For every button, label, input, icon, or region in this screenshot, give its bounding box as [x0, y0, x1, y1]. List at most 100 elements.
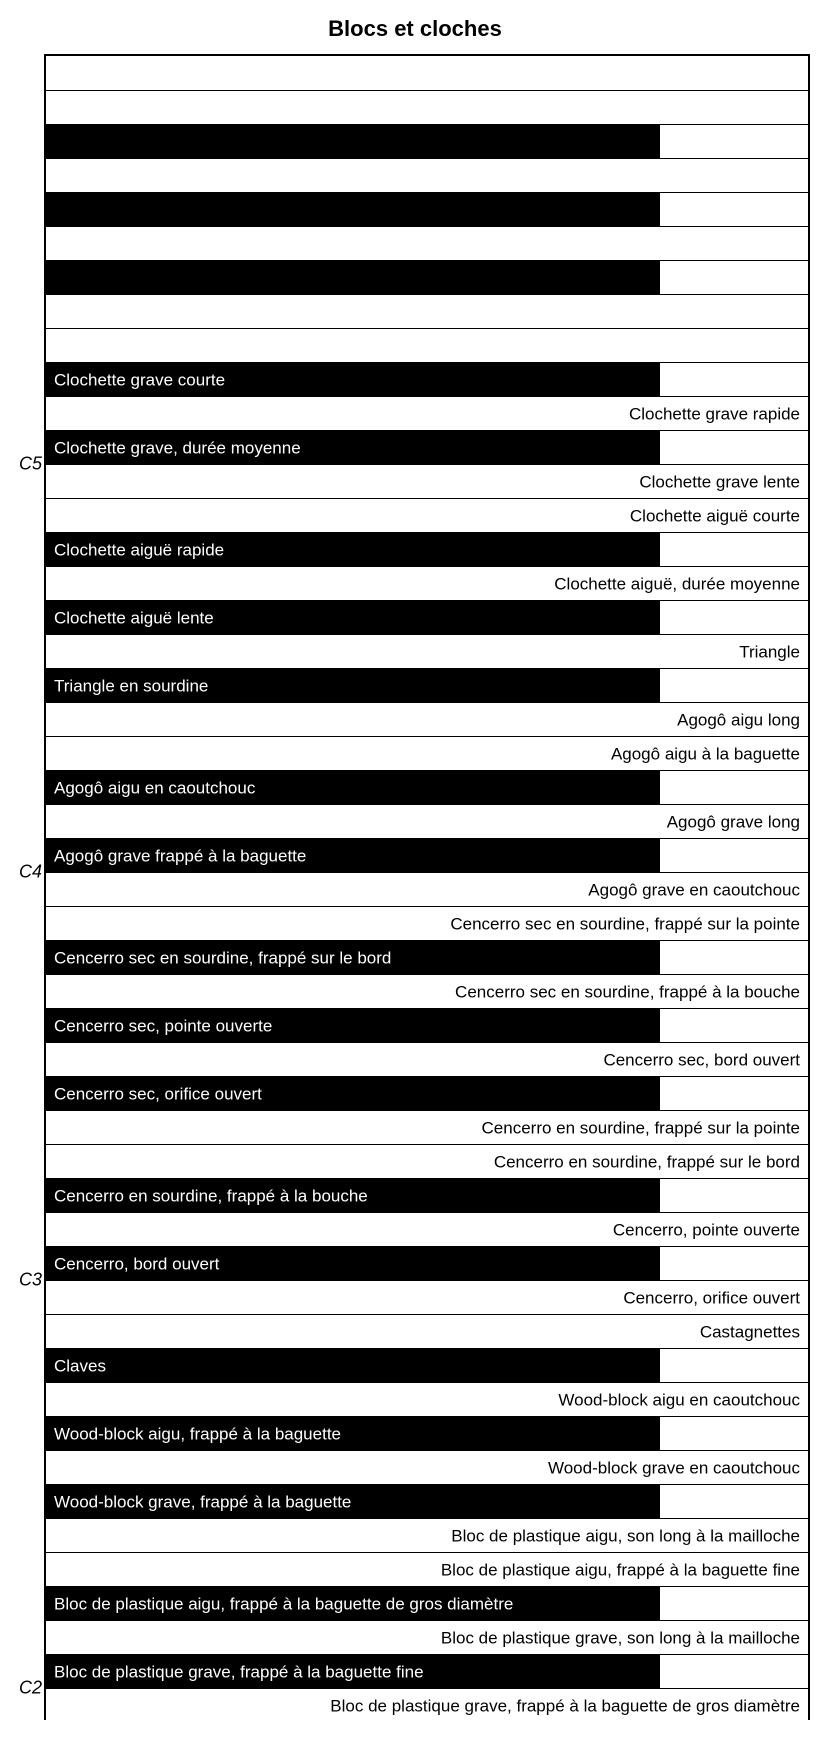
key-label: Agogô grave en caoutchouc [588, 881, 800, 898]
key-row [46, 158, 808, 192]
key-label: Clochette aiguë, durée moyenne [554, 575, 800, 592]
black-key [46, 125, 659, 158]
key-label: Bloc de plastique grave, son long à la m… [441, 1629, 800, 1646]
black-key [46, 193, 659, 226]
key-row: Claves [46, 1348, 808, 1382]
key-row: Clochette aiguë courte [46, 498, 808, 532]
key-row: Cencerro en sourdine, frappé sur le bord [46, 1144, 808, 1178]
white-key [46, 227, 808, 260]
key-label: Clochette grave, durée moyenne [54, 439, 301, 456]
key-row: Triangle en sourdine [46, 668, 808, 702]
key-label: Cencerro, bord ouvert [54, 1255, 219, 1272]
key-row [46, 90, 808, 124]
key-remainder [659, 771, 808, 804]
key-label: Wood-block grave, frappé à la baguette [54, 1493, 351, 1510]
key-row: Cencerro sec, orifice ouvert [46, 1076, 808, 1110]
chart-title: Blocs et cloches [0, 16, 830, 42]
key-label: Cencerro, orifice ouvert [623, 1289, 800, 1306]
key-remainder [659, 1417, 808, 1450]
key-label: Clochette aiguë courte [630, 507, 800, 524]
key-label: Cencerro en sourdine, frappé sur le bord [494, 1153, 800, 1170]
key-label: Cencerro sec, pointe ouverte [54, 1017, 272, 1034]
key-row: Bloc de plastique aigu, son long à la ma… [46, 1518, 808, 1552]
key-label: Clochette aiguë lente [54, 609, 214, 626]
key-row [46, 56, 808, 90]
key-label: Triangle en sourdine [54, 677, 208, 694]
key-remainder [659, 941, 808, 974]
key-label: Clochette grave lente [639, 473, 800, 490]
white-key [46, 295, 808, 328]
key-row: Wood-block aigu en caoutchouc [46, 1382, 808, 1416]
key-row [46, 226, 808, 260]
key-label: Cencerro sec en sourdine, frappé sur le … [54, 949, 391, 966]
key-remainder [659, 1247, 808, 1280]
key-row: Bloc de plastique grave, frappé à la bag… [46, 1688, 808, 1722]
key-remainder [659, 1485, 808, 1518]
key-label: Claves [54, 1357, 106, 1374]
key-row: Cencerro en sourdine, frappé à la bouche [46, 1178, 808, 1212]
key-row: Bloc de plastique grave, son long à la m… [46, 1620, 808, 1654]
key-row: Cencerro, pointe ouverte [46, 1212, 808, 1246]
key-label: Cencerro, pointe ouverte [613, 1221, 800, 1238]
key-remainder [659, 125, 808, 158]
key-row: Agogô grave frappé à la baguette [46, 838, 808, 872]
key-row: Castagnettes [46, 1314, 808, 1348]
key-label: Bloc de plastique aigu, frappé à la bagu… [54, 1595, 513, 1612]
key-remainder [659, 1179, 808, 1212]
key-row: Clochette aiguë lente [46, 600, 808, 634]
key-remainder [659, 839, 808, 872]
key-row: Cencerro sec en sourdine, frappé sur le … [46, 940, 808, 974]
white-key [46, 91, 808, 124]
key-row: Bloc de plastique grave, frappé à la bag… [46, 1654, 808, 1688]
chart-wrap: Clochette grave courte Clochette grave ra… [44, 54, 810, 1720]
white-key [46, 635, 808, 668]
key-row: Cencerro sec, bord ouvert [46, 1042, 808, 1076]
key-remainder [659, 1587, 808, 1620]
key-label: Bloc de plastique aigu, son long à la ma… [451, 1527, 800, 1544]
key-row: Clochette grave rapide [46, 396, 808, 430]
y-axis-label: C2 [2, 1678, 42, 1699]
key-remainder [659, 669, 808, 702]
key-row: Agogô grave long [46, 804, 808, 838]
key-label: Bloc de plastique grave, frappé à la bag… [54, 1663, 424, 1680]
key-remainder [659, 363, 808, 396]
key-row: Clochette grave lente [46, 464, 808, 498]
y-axis-label: C4 [2, 862, 42, 883]
key-row [46, 294, 808, 328]
key-row: Agogô aigu à la baguette [46, 736, 808, 770]
key-remainder [659, 1349, 808, 1382]
key-label: Cencerro en sourdine, frappé à la bouche [54, 1187, 368, 1204]
keyboard-chart: Clochette grave courte Clochette grave ra… [44, 54, 810, 1720]
key-label: Cencerro sec, orifice ouvert [54, 1085, 262, 1102]
key-remainder [659, 533, 808, 566]
key-label: Agogô aigu long [677, 711, 800, 728]
key-row: Bloc de plastique aigu, frappé à la bagu… [46, 1552, 808, 1586]
key-row [46, 260, 808, 294]
y-axis-label: C5 [2, 454, 42, 475]
key-label: Triangle [739, 643, 800, 660]
key-label: Wood-block aigu, frappé à la baguette [54, 1425, 341, 1442]
key-row: Agogô aigu long [46, 702, 808, 736]
key-row: Clochette aiguë, durée moyenne [46, 566, 808, 600]
white-key [46, 1315, 808, 1348]
white-key [46, 159, 808, 192]
key-row: Cencerro sec en sourdine, frappé à la bo… [46, 974, 808, 1008]
key-label: Wood-block aigu en caoutchouc [558, 1391, 800, 1408]
black-key [46, 1349, 659, 1382]
key-label: Castagnettes [700, 1323, 800, 1340]
key-label: Bloc de plastique grave, frappé à la bag… [330, 1697, 800, 1714]
key-remainder [659, 1009, 808, 1042]
key-row: Cencerro sec, pointe ouverte [46, 1008, 808, 1042]
y-axis-label: C3 [2, 1270, 42, 1291]
white-key [46, 329, 808, 362]
key-row [46, 192, 808, 226]
key-row: Cencerro, orifice ouvert [46, 1280, 808, 1314]
key-remainder [659, 1077, 808, 1110]
key-label: Bloc de plastique aigu, frappé à la bagu… [441, 1561, 800, 1578]
key-row: Clochette grave courte [46, 362, 808, 396]
key-remainder [659, 431, 808, 464]
key-remainder [659, 193, 808, 226]
key-label: Clochette grave courte [54, 371, 225, 388]
key-row: Triangle [46, 634, 808, 668]
key-label: Cencerro sec, bord ouvert [603, 1051, 800, 1068]
